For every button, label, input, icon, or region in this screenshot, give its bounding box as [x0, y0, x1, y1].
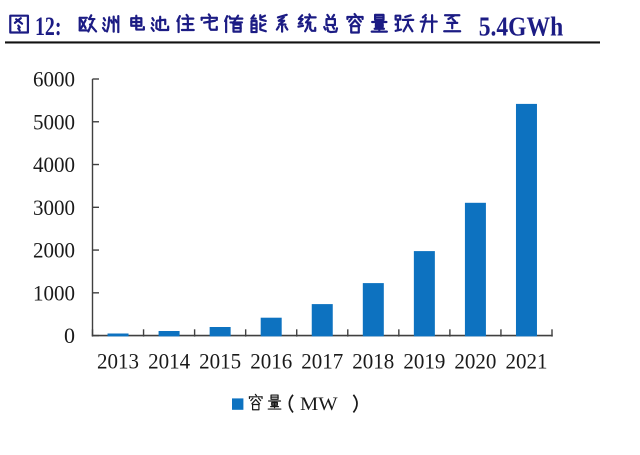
svg-text:2018: 2018	[352, 348, 394, 373]
svg-text:6000: 6000	[33, 67, 75, 92]
svg-text:2020: 2020	[454, 348, 496, 373]
svg-text:MW: MW	[300, 394, 338, 415]
svg-text:5.4GWh: 5.4GWh	[479, 12, 564, 42]
svg-text:12:: 12:	[35, 12, 62, 41]
svg-text:1000: 1000	[33, 280, 75, 305]
svg-text:2019: 2019	[403, 348, 445, 373]
svg-text:5000: 5000	[33, 109, 75, 134]
svg-text:0: 0	[64, 323, 75, 348]
svg-text:2014: 2014	[148, 348, 190, 373]
svg-text:2016: 2016	[250, 348, 292, 373]
svg-text:3000: 3000	[33, 195, 75, 220]
svg-text:2013: 2013	[97, 348, 139, 373]
svg-text:2000: 2000	[33, 238, 75, 263]
svg-text:2021: 2021	[505, 348, 547, 373]
svg-text:4000: 4000	[33, 152, 75, 177]
svg-text:2017: 2017	[301, 348, 343, 373]
svg-text:2015: 2015	[199, 348, 241, 373]
